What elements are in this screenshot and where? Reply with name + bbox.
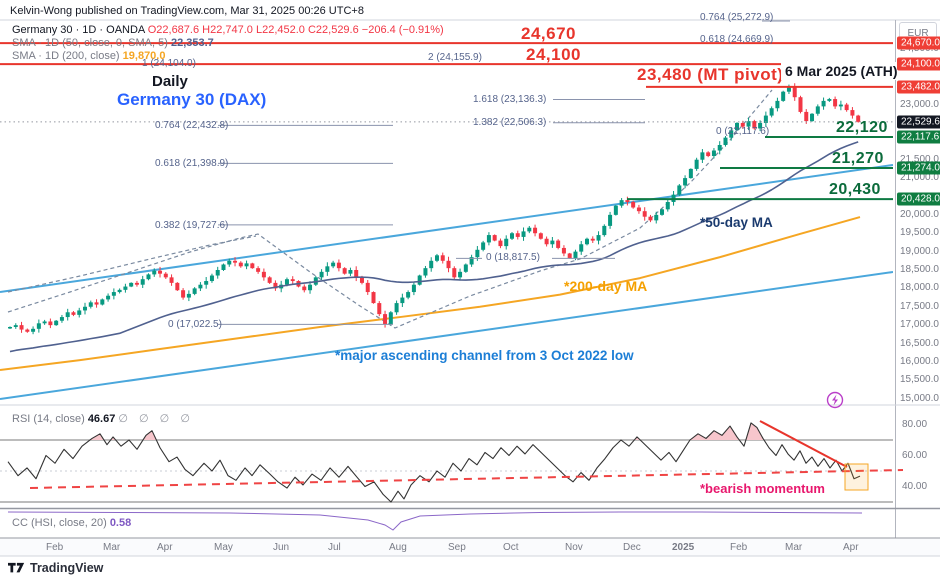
boost-lightning-button[interactable] — [826, 391, 844, 409]
rsi-pane — [0, 422, 893, 503]
main-pane — [0, 20, 893, 400]
